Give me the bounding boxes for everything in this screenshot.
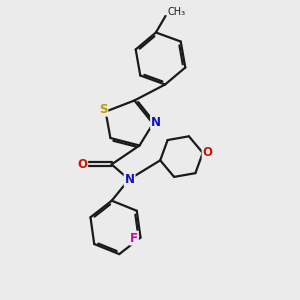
Text: CH₃: CH₃	[167, 7, 185, 16]
Text: N: N	[124, 173, 135, 186]
Text: N: N	[151, 116, 161, 129]
Text: S: S	[99, 103, 107, 116]
Text: F: F	[130, 232, 138, 244]
Text: O: O	[202, 146, 213, 159]
Text: O: O	[77, 158, 87, 171]
